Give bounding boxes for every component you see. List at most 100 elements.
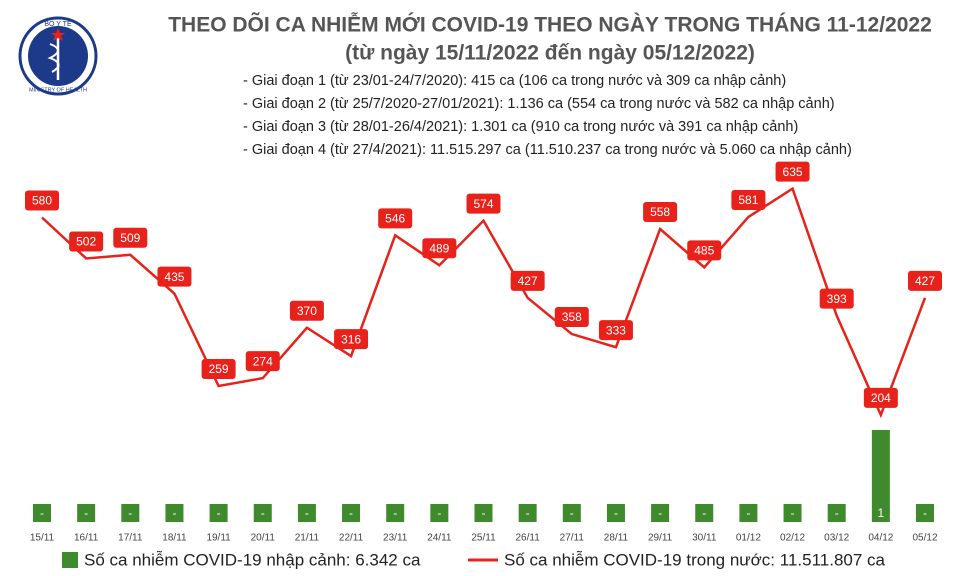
- value-label: 204: [871, 391, 891, 405]
- bar-value-label: -: [570, 506, 574, 520]
- x-tick-label: 01/12: [736, 533, 761, 544]
- value-label: 635: [783, 165, 803, 179]
- value-label: 333: [606, 323, 626, 337]
- value-label: 370: [297, 304, 317, 318]
- bar-value-label: 1: [878, 506, 885, 520]
- x-tick-label: 23/11: [383, 533, 408, 544]
- x-tick-label: 28/11: [604, 533, 629, 544]
- annotation: - Giai đoạn 1 (từ 23/01-24/7/2020): 415 …: [243, 73, 786, 89]
- x-tick-label: 04/12: [868, 533, 893, 544]
- bar: [297, 504, 316, 522]
- bar: [871, 430, 890, 522]
- bar-value-label: -: [746, 506, 750, 520]
- bar-value-label: -: [393, 506, 397, 520]
- bar: [165, 504, 184, 522]
- bar: [474, 504, 493, 522]
- value-label-box: [289, 300, 324, 321]
- bar: [33, 504, 51, 522]
- x-tick-label: 20/11: [251, 533, 276, 544]
- x-tick-label: 29/11: [648, 533, 673, 544]
- value-label-box: [25, 190, 59, 211]
- value-label: 316: [341, 332, 361, 346]
- logo: BỘ Y TẾ MINISTRY OF HEALTH: [18, 16, 98, 96]
- value-label-box: [69, 231, 104, 252]
- bar: [739, 504, 758, 522]
- logo-top: BỘ Y TẾ: [44, 18, 72, 28]
- bar-value-label: -: [84, 506, 88, 520]
- bar-value-label: -: [791, 506, 795, 520]
- bar-value-label: -: [217, 506, 221, 520]
- bar-value-label: -: [261, 506, 265, 520]
- x-tick-label: 16/11: [74, 533, 99, 544]
- value-label: 502: [76, 235, 96, 249]
- line: [41, 186, 927, 419]
- legend-label: Số ca nhiễm COVID-19 trong nước: 11.511.…: [504, 550, 886, 569]
- bar-value-label: -: [128, 506, 132, 520]
- bar: [651, 504, 670, 522]
- value-label: 393: [827, 292, 847, 306]
- value-label: 489: [429, 241, 449, 255]
- bar: [77, 504, 96, 522]
- bar: [430, 504, 449, 522]
- bar-value-label: -: [482, 506, 486, 520]
- value-label: 274: [253, 354, 273, 368]
- bar-value-label: -: [526, 506, 530, 520]
- bar: [695, 504, 714, 522]
- x-tick-label: 24/11: [427, 533, 452, 544]
- bar: [209, 504, 228, 522]
- bar: [121, 504, 140, 522]
- bar: [562, 504, 581, 522]
- value-label-box: [113, 227, 148, 248]
- bar-value-label: -: [349, 506, 353, 520]
- value-label-box: [334, 329, 369, 350]
- bar-value-label: -: [437, 506, 441, 520]
- logo-bottom: MINISTRY OF HEALTH: [29, 87, 87, 93]
- annotation: - Giai đoạn 2 (từ 25/7/2020-27/01/2021):…: [243, 96, 835, 112]
- bar: [253, 504, 272, 522]
- x-tick-label: 03/12: [824, 533, 849, 544]
- value-label-box: [554, 307, 589, 328]
- value-label-box: [201, 359, 236, 380]
- bar: [606, 504, 625, 522]
- value-label: 427: [518, 274, 538, 288]
- bar: [342, 504, 361, 522]
- value-label-box: [378, 208, 413, 229]
- value-label: 580: [32, 194, 52, 208]
- value-label-box: [731, 189, 766, 210]
- value-label: 485: [694, 244, 714, 258]
- value-label: 259: [209, 362, 229, 376]
- x-tick-label: 17/11: [118, 533, 143, 544]
- value-label-box: [687, 240, 722, 261]
- bar: [386, 504, 405, 522]
- x-tick-label: 15/11: [30, 533, 55, 544]
- x-tick-label: 30/11: [692, 533, 717, 544]
- x-tick-label: 21/11: [295, 533, 320, 544]
- bar: [916, 504, 934, 522]
- value-label-box: [819, 288, 854, 309]
- value-label-box: [422, 238, 457, 259]
- annotation: - Giai đoạn 4 (từ 27/4/2021): 11.515.297…: [243, 142, 852, 158]
- value-label-box: [775, 161, 810, 182]
- bar-value-label: -: [702, 506, 706, 520]
- value-label: 574: [473, 197, 493, 211]
- bar: [783, 504, 802, 522]
- x-tick-label: 22/11: [339, 533, 364, 544]
- bar-value-label: -: [40, 506, 44, 520]
- value-label-box: [245, 351, 280, 372]
- chart-subtitle: (từ ngày 15/11/2022 đến ngày 05/12/2022): [345, 42, 755, 65]
- value-label: 358: [562, 310, 582, 324]
- value-label-box: [863, 387, 898, 408]
- x-tick-label: 19/11: [206, 533, 231, 544]
- legend-swatch: [62, 552, 78, 568]
- bar-value-label: -: [658, 506, 662, 520]
- value-label-box: [598, 320, 633, 341]
- x-tick-label: 05/12: [912, 533, 937, 544]
- bar-value-label: -: [835, 506, 839, 520]
- bar-value-label: -: [614, 506, 618, 520]
- bar-value-label: -: [923, 506, 927, 520]
- annotation: - Giai đoạn 3 (từ 28/01-26/4/2021): 1.30…: [243, 119, 798, 135]
- value-label: 546: [385, 212, 405, 226]
- value-label: 558: [650, 205, 670, 219]
- x-tick-label: 02/12: [780, 533, 805, 544]
- value-label-box: [510, 270, 545, 291]
